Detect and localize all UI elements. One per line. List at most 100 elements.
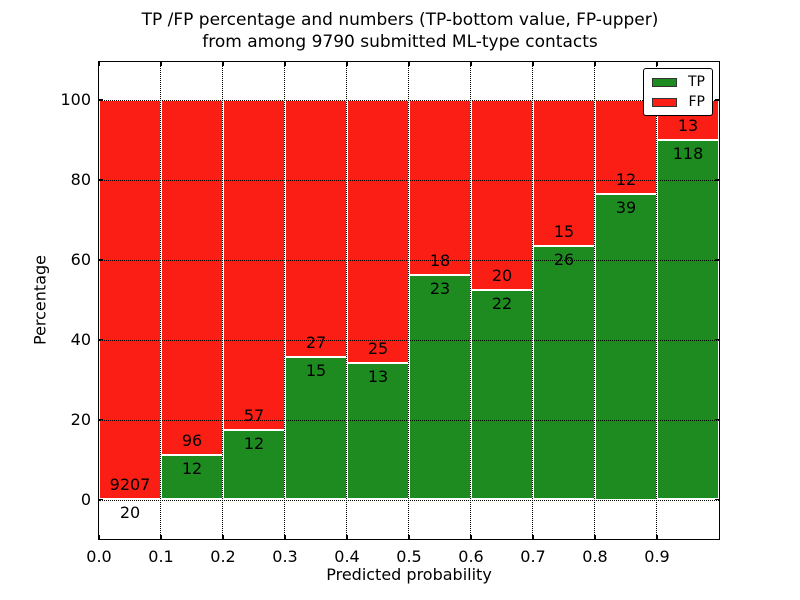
- x-tick-bottom: [222, 535, 224, 539]
- x-tick-bottom: [594, 535, 596, 539]
- bar-tp: [285, 356, 347, 500]
- x-tick-label: 0.5: [396, 547, 422, 566]
- bar-fp: [347, 100, 409, 363]
- legend-item: TP: [652, 75, 705, 89]
- x-tick-label: 0.1: [148, 547, 174, 566]
- bar-tp: [471, 290, 533, 500]
- chart-title-line2: from among 9790 submitted ML-type contac…: [202, 32, 598, 52]
- x-tick-label: 0.9: [644, 547, 670, 566]
- annotation-tp: 39: [615, 198, 637, 217]
- y-tick-right: [715, 259, 719, 261]
- bar-tp: [595, 194, 657, 500]
- y-tick-label: 40: [70, 329, 91, 349]
- annotation-tp: 20: [119, 502, 141, 522]
- bar-tp: [657, 139, 719, 500]
- x-tick-label: 0.8: [582, 547, 608, 566]
- bar-tp: [223, 430, 285, 500]
- annotation-fp: 9207: [109, 474, 151, 494]
- annotation-tp: 13: [367, 366, 389, 386]
- annotation-fp: 18: [429, 251, 451, 271]
- annotation-tp: 15: [305, 360, 327, 380]
- v-gridline: [594, 62, 596, 539]
- annotation-fp: 96: [181, 431, 203, 451]
- v-gridline: [346, 62, 348, 539]
- x-tick-top: [98, 62, 100, 66]
- legend-label: TP: [688, 74, 705, 90]
- annotation-tp: 118: [672, 143, 704, 163]
- y-tick-left: [99, 338, 103, 341]
- fp-swatch-icon: [652, 97, 677, 107]
- bar-fp: [161, 100, 223, 456]
- annotation-fp: 25: [367, 338, 389, 358]
- annotation-tp: 12: [243, 434, 265, 454]
- x-tick-bottom: [160, 535, 162, 539]
- y-tick-label: 80: [70, 169, 91, 189]
- x-tick-top: [656, 62, 658, 66]
- x-tick-bottom: [284, 535, 286, 539]
- annotation-fp: 13: [677, 115, 699, 135]
- x-tick-top: [346, 62, 348, 66]
- x-tick-top: [222, 62, 224, 66]
- x-tick-bottom: [408, 535, 410, 539]
- x-tick-label: 0.4: [334, 547, 360, 566]
- x-tick-top: [470, 62, 472, 66]
- v-gridline: [532, 62, 534, 539]
- y-tick-left: [99, 99, 103, 101]
- x-tick-label: 0.3: [272, 547, 298, 566]
- v-gridline: [470, 62, 472, 539]
- v-gridline: [408, 62, 410, 539]
- v-gridline: [284, 62, 286, 539]
- annotation-fp: 15: [553, 222, 575, 242]
- chart-title-line1: TP /FP percentage and numbers (TP-bottom…: [141, 10, 659, 30]
- bar-tp: [409, 275, 471, 500]
- legend-item: FP: [652, 95, 705, 109]
- tp-swatch-icon: [652, 77, 677, 87]
- bar-tp: [533, 246, 595, 500]
- y-tick-label: 20: [70, 409, 91, 429]
- annotation-tp: 22: [491, 294, 513, 314]
- y-tick-left: [99, 259, 103, 261]
- annotation-fp: 12: [615, 170, 637, 189]
- x-axis-label: Predicted probability: [326, 565, 492, 584]
- annotation-fp: 57: [243, 406, 265, 426]
- x-tick-label: 0.7: [520, 547, 546, 566]
- bar-fp: [285, 100, 347, 357]
- bar-fp: [409, 100, 471, 276]
- x-tick-top: [408, 62, 410, 66]
- plot-area: [98, 62, 719, 539]
- y-tick-label: 100: [60, 90, 91, 109]
- chart-title: TP /FP percentage and numbers (TP-bottom…: [0, 9, 800, 53]
- x-tick-top: [532, 62, 534, 66]
- y-tick-left: [99, 498, 103, 501]
- v-gridline: [160, 62, 162, 539]
- annotation-tp: 23: [429, 279, 451, 299]
- y-tick-right: [715, 338, 719, 341]
- x-tick-bottom: [532, 535, 534, 539]
- legend-label: FP: [688, 94, 706, 110]
- y-tick-right: [715, 498, 719, 501]
- y-tick-label: 0: [80, 489, 91, 509]
- y-tick-left: [99, 179, 103, 181]
- y-tick-left: [99, 418, 103, 421]
- legend: TP FP: [643, 68, 713, 116]
- y-tick-right: [715, 418, 719, 421]
- bar-tp: [347, 362, 409, 500]
- annotation-fp: 20: [491, 266, 513, 286]
- bar-fp: [471, 100, 533, 291]
- annotation-fp: 27: [305, 332, 327, 352]
- y-tick-right: [715, 99, 719, 101]
- x-tick-top: [594, 62, 596, 66]
- x-tick-label: 0.6: [458, 547, 484, 566]
- bar-fp: [223, 100, 285, 431]
- x-tick-bottom: [346, 535, 348, 539]
- v-gridline: [222, 62, 224, 539]
- x-tick-label: 0.0: [86, 547, 112, 566]
- y-axis-label: Percentage: [30, 254, 50, 346]
- x-tick-bottom: [470, 535, 472, 539]
- x-tick-bottom: [656, 535, 658, 539]
- x-tick-top: [284, 62, 286, 66]
- v-gridline: [656, 62, 658, 539]
- x-tick-top: [160, 62, 162, 66]
- annotation-tp: 26: [553, 250, 575, 270]
